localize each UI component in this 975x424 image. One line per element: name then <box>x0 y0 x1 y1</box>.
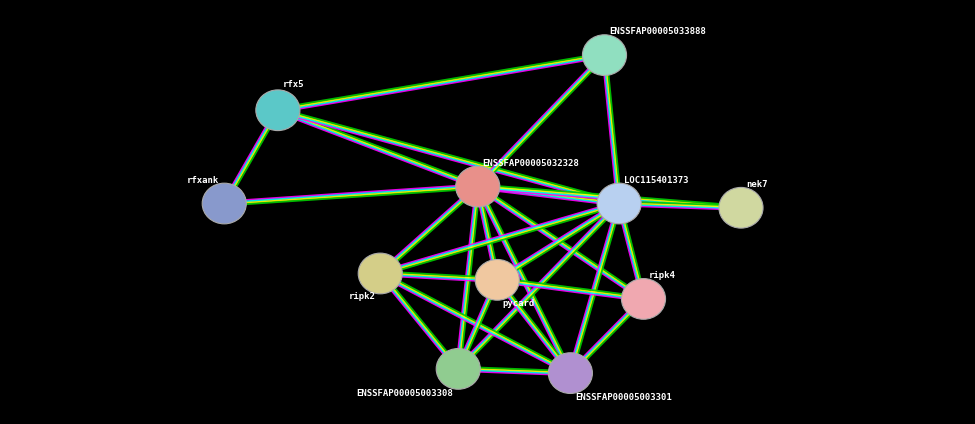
Text: ENSSFAP00005032328: ENSSFAP00005032328 <box>483 159 579 168</box>
Ellipse shape <box>719 187 763 228</box>
Text: ENSSFAP00005033888: ENSSFAP00005033888 <box>609 27 706 36</box>
Ellipse shape <box>597 183 642 224</box>
Ellipse shape <box>255 90 300 131</box>
Ellipse shape <box>202 183 247 224</box>
Ellipse shape <box>358 253 403 294</box>
Ellipse shape <box>475 259 520 300</box>
Ellipse shape <box>582 35 627 75</box>
Text: rfxank: rfxank <box>187 176 219 185</box>
Text: ripk2: ripk2 <box>348 292 375 301</box>
Text: rfx5: rfx5 <box>283 80 304 89</box>
Text: ENSSFAP00005003301: ENSSFAP00005003301 <box>575 393 672 402</box>
Ellipse shape <box>436 349 481 389</box>
Text: LOC115401373: LOC115401373 <box>624 176 688 185</box>
Ellipse shape <box>621 279 666 319</box>
Ellipse shape <box>548 353 593 393</box>
Ellipse shape <box>455 166 500 207</box>
Text: ENSSFAP00005003308: ENSSFAP00005003308 <box>357 389 453 398</box>
Text: ripk4: ripk4 <box>648 271 676 280</box>
Text: nek7: nek7 <box>746 180 767 189</box>
Text: pycard: pycard <box>502 298 534 308</box>
